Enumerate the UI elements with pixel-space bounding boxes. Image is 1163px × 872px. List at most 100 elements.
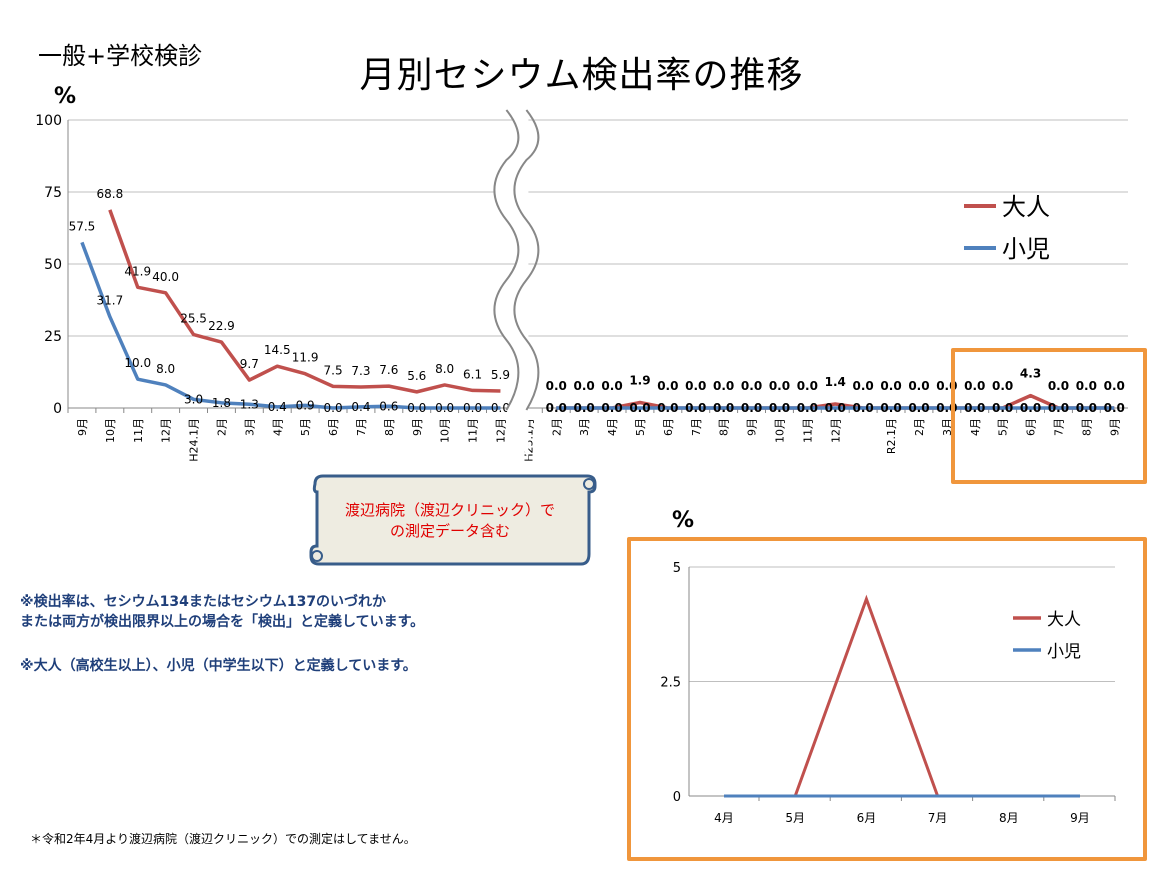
- data-label: 3.0: [184, 392, 203, 406]
- x-tick-label: 7月: [690, 418, 703, 436]
- inset-x-tick-label: 7月: [928, 811, 948, 825]
- inset-frame: [627, 537, 1147, 861]
- x-tick-label: 9月: [411, 418, 424, 436]
- inset-legend-label: 小児: [1047, 642, 1081, 662]
- data-label: 0.0: [629, 401, 650, 415]
- legend-label: 小児: [1002, 235, 1050, 263]
- data-label: 0.0: [685, 401, 706, 415]
- data-label: 22.9: [208, 319, 235, 333]
- x-tick-label: 9月: [746, 418, 759, 436]
- x-tick-label: 6月: [1025, 418, 1038, 436]
- data-label: 68.8: [96, 187, 123, 201]
- data-label: 0.0: [1104, 401, 1125, 415]
- data-label: 10.0: [124, 356, 151, 370]
- data-label: 40.0: [152, 270, 179, 284]
- x-tick-label: 9月: [1108, 418, 1121, 436]
- x-tick-label: 6月: [662, 418, 675, 436]
- x-tick-label: 12月: [494, 418, 507, 443]
- x-tick-label: 7月: [1052, 418, 1065, 436]
- scroll-callout-shape: [309, 474, 597, 566]
- x-tick-label: 10月: [104, 418, 117, 443]
- data-label: 0.0: [601, 401, 622, 415]
- data-label: 0.0: [992, 401, 1013, 415]
- x-tick-label: 8月: [383, 418, 396, 436]
- x-tick-label: 6月: [327, 418, 340, 436]
- data-label: 0.0: [1076, 379, 1097, 393]
- inset-x-tick-label: 8月: [999, 811, 1019, 825]
- x-tick-label: 8月: [718, 418, 731, 436]
- inset-y-unit: %: [672, 508, 695, 533]
- axis-break-mask: [494, 110, 529, 460]
- data-label: 0.0: [797, 379, 818, 393]
- data-label: 0.0: [1076, 401, 1097, 415]
- data-label: 0.0: [741, 379, 762, 393]
- x-tick-label: 2月: [913, 418, 926, 436]
- x-tick-label: 4月: [969, 418, 982, 436]
- inset-series-line-大人: [724, 594, 1080, 798]
- inset-x-tick-label: 5月: [785, 811, 805, 825]
- legend-label: 大人: [1002, 193, 1050, 221]
- data-label: 0.0: [992, 379, 1013, 393]
- x-tick-label: 12月: [160, 418, 173, 443]
- x-tick-label: 3月: [941, 418, 954, 436]
- data-label: 0.0: [574, 379, 595, 393]
- data-label: 57.5: [69, 219, 96, 233]
- x-tick-label: 7月: [355, 418, 368, 436]
- definition-note: ※検出率は、セシウム134またはセシウム137のいづれか または両方が検出限界以…: [20, 592, 424, 632]
- data-label: 0.0: [546, 401, 567, 415]
- inset-legend-label: 大人: [1047, 610, 1081, 630]
- data-label: 14.5: [264, 343, 291, 357]
- data-label: 0.0: [685, 379, 706, 393]
- x-tick-label: 4月: [606, 418, 619, 436]
- data-label: 8.0: [156, 362, 175, 376]
- x-tick-label: 3月: [578, 418, 591, 436]
- data-label: 4.3: [1020, 367, 1041, 381]
- data-label: 0.0: [435, 401, 454, 415]
- data-label: 0.0: [324, 401, 343, 415]
- data-label: 0.0: [853, 379, 874, 393]
- callout-text: 渡辺病院（渡辺クリニック）で の測定データ含む: [318, 500, 582, 542]
- data-label: 11.9: [292, 351, 319, 365]
- data-label: 5.6: [407, 369, 426, 383]
- main-line-chart: 0 25 50 75 100 9月 10月 11月 12月 H24.1月 2月 3月 4月 5月 6月 7月 8…: [35, 109, 1128, 462]
- data-label: 0.0: [769, 401, 790, 415]
- data-label: 1.8: [212, 396, 231, 410]
- data-label: 6.1: [463, 367, 482, 381]
- data-label: 0.0: [825, 401, 846, 415]
- main-y-unit: %: [54, 84, 77, 109]
- inset-x-tick-label: 4月: [714, 811, 734, 825]
- x-tick-label: 5月: [997, 418, 1010, 436]
- series-line-大人: [556, 393, 1115, 410]
- axis-break-line-left: [493, 109, 520, 411]
- data-label: 25.5: [180, 312, 207, 326]
- inset-y-tick-label: 2.5: [660, 676, 681, 691]
- data-label: 0.0: [1104, 379, 1125, 393]
- data-label: 0.0: [1020, 401, 1041, 415]
- data-label: 1.4: [825, 375, 846, 389]
- inset-y-tick-label: 5: [673, 561, 681, 576]
- data-label: 0.0: [657, 401, 678, 415]
- highlight-frame: [951, 348, 1147, 484]
- data-label: 0.0: [964, 379, 985, 393]
- x-tick-label: 11月: [132, 418, 145, 443]
- data-label: 41.9: [124, 264, 151, 278]
- data-label: 31.7: [96, 294, 123, 308]
- data-label: 0.9: [296, 398, 315, 412]
- data-label: 0.0: [1048, 379, 1069, 393]
- x-tick-label: 11月: [801, 418, 814, 443]
- x-tick-label: 11月: [467, 418, 480, 443]
- note-line-2: または両方が検出限界以上の場合を「検出」と定義しています。: [20, 614, 425, 630]
- footnote: ＊令和2年4月より渡辺病院（渡辺クリニック）での測定はしてません。: [30, 832, 416, 846]
- x-tick-label: H24.1月: [188, 418, 201, 462]
- data-label: 0.0: [407, 401, 426, 415]
- data-label: 0.0: [880, 379, 901, 393]
- data-label: 0.0: [880, 401, 901, 415]
- data-label: 0.0: [769, 379, 790, 393]
- data-label: 0.0: [853, 401, 874, 415]
- data-label: 0.0: [491, 401, 510, 415]
- data-label: 1.9: [629, 374, 650, 388]
- inset-y-tick-label: 0: [673, 790, 681, 805]
- data-label: 7.3: [351, 364, 370, 378]
- inset-x-tick-label: 6月: [857, 811, 877, 825]
